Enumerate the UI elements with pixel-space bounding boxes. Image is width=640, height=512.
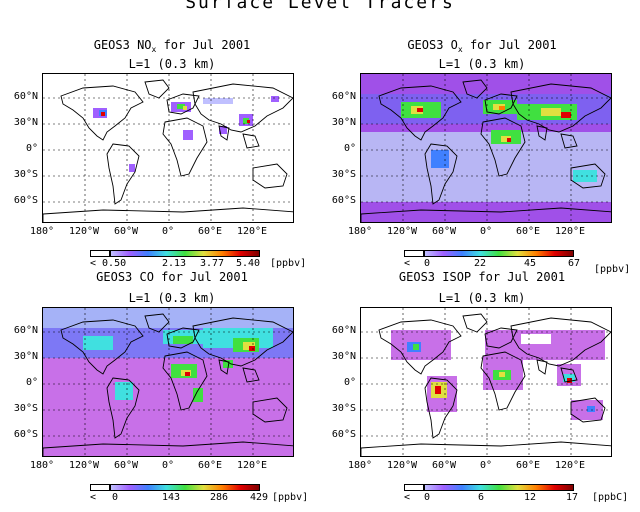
latitude-label: 30°N [13, 351, 38, 362]
latitude-label: 60°N [331, 91, 356, 102]
page-title: Surface Level Tracers [185, 0, 455, 13]
colorbar-unit: [ppbv] [594, 264, 631, 275]
longitude-label: 60°W [113, 226, 139, 237]
longitude-label: 0° [479, 460, 493, 471]
longitude-label: 60°E [197, 460, 223, 471]
colorbar-gradient [110, 484, 260, 491]
longitude-label: 180° [347, 460, 373, 471]
colorbar-tick-label: 0 [424, 492, 431, 503]
map-nox [42, 73, 294, 223]
longitude-label: 180° [347, 226, 373, 237]
longitude-label: 0° [161, 460, 175, 471]
latitude-label: 60°S [331, 429, 356, 440]
map-ox [360, 73, 612, 223]
colorbar-tick-label: 0 [424, 258, 431, 269]
colorbar-gradient [424, 250, 574, 257]
colorbar-tick-label: 6 [478, 492, 485, 503]
latitude-label: 60°N [13, 325, 38, 336]
colorbar-gradient [110, 250, 260, 257]
longitude-label: 60°W [113, 460, 139, 471]
colorbar-tick-label: 2.13 [162, 258, 187, 269]
longitude-label: 60°W [431, 460, 457, 471]
colorbar-nox [90, 250, 310, 262]
colorbar-ox [404, 250, 624, 262]
latitude-label: 30°S [331, 403, 356, 414]
latitude-label: 60°N [13, 91, 38, 102]
colorbar-tick-label: 286 [210, 492, 229, 503]
map-isop [360, 307, 612, 457]
panel-level-isop: L=1 (0.3 km) [438, 291, 526, 305]
longitude-label: 120°W [68, 226, 100, 237]
latitude-label: 30°N [13, 117, 38, 128]
colorbar-tick-label: 67 [568, 258, 581, 269]
colorbar-co [90, 484, 310, 496]
longitude-label: 180° [29, 460, 55, 471]
longitude-label: 120°W [386, 460, 418, 471]
latitude-label: 0° [25, 143, 38, 154]
panel-level-ox: L=1 (0.3 km) [438, 57, 526, 71]
colorbar-unit: [ppbv] [270, 258, 307, 269]
longitude-label: 120°E [236, 460, 268, 471]
panel-title-ox: GEOS3 Ox for Jul 2001 [407, 38, 557, 54]
colorbar-gradient [424, 484, 574, 491]
longitude-label: 60°W [431, 226, 457, 237]
longitude-label: 180° [29, 226, 55, 237]
latitude-label: 30°S [13, 403, 38, 414]
latitude-label: 60°S [13, 429, 38, 440]
latitude-label: 60°N [331, 325, 356, 336]
latitude-label: 30°N [331, 351, 356, 362]
colorbar-under-label: < [404, 492, 411, 503]
panel-title-isop: GEOS3 ISOP for Jul 2001 [398, 270, 566, 284]
colorbar-tick-label: 22 [474, 258, 487, 269]
panel-level-co: L=1 (0.3 km) [128, 291, 216, 305]
latitude-label: 0° [25, 377, 38, 388]
longitude-label: 120°W [386, 226, 418, 237]
longitude-label: 60°E [515, 460, 541, 471]
longitude-label: 0° [479, 226, 493, 237]
colorbar-tick-label: 5.40 [236, 258, 261, 269]
colorbar-isop [404, 484, 624, 496]
panel-title-co: GEOS3 CO for Jul 2001 [96, 270, 248, 284]
panel-level-nox: L=1 (0.3 km) [128, 57, 216, 71]
colorbar-tick-label: 45 [524, 258, 537, 269]
longitude-label: 120°E [236, 226, 268, 237]
colorbar-under-label: < [90, 492, 97, 503]
latitude-label: 0° [343, 377, 356, 388]
colorbar-unit: [ppbC] [592, 492, 629, 503]
colorbar-under-label: < 0.50 [90, 258, 127, 269]
longitude-label: 60°E [515, 226, 541, 237]
longitude-label: 120°W [68, 460, 100, 471]
colorbar-tick-label: 17 [566, 492, 579, 503]
colorbar-tick-label: 3.77 [200, 258, 225, 269]
colorbar-tick-label: 0 [112, 492, 119, 503]
longitude-label: 120°E [554, 226, 586, 237]
colorbar-unit: [ppbv] [272, 492, 309, 503]
latitude-label: 0° [343, 143, 356, 154]
latitude-label: 30°N [331, 117, 356, 128]
longitude-label: 120°E [554, 460, 586, 471]
colorbar-tick-label: 12 [524, 492, 537, 503]
latitude-label: 60°S [13, 195, 38, 206]
longitude-label: 0° [161, 226, 175, 237]
colorbar-tick-label: 143 [162, 492, 181, 503]
colorbar-under-label: < [404, 258, 411, 269]
latitude-label: 30°S [13, 169, 38, 180]
longitude-label: 60°E [197, 226, 223, 237]
panel-title-nox: GEOS3 NOx for Jul 2001 [93, 38, 251, 54]
latitude-label: 30°S [331, 169, 356, 180]
colorbar-tick-label: 429 [250, 492, 269, 503]
latitude-label: 60°S [331, 195, 356, 206]
map-co [42, 307, 294, 457]
